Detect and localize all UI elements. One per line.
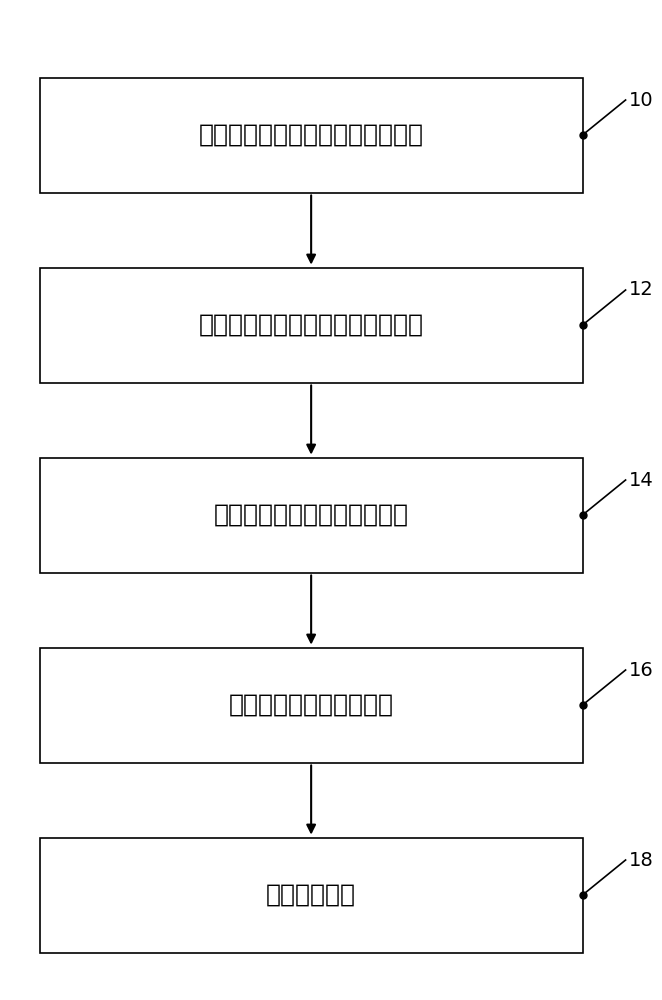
Text: 12: 12 (629, 280, 653, 299)
Bar (40, 458, 583, 572)
Text: 表征天线单元: 表征天线单元 (266, 883, 356, 907)
Text: 14: 14 (629, 471, 653, 489)
Text: 18: 18 (629, 850, 653, 869)
Text: 检测关于传输特性的信息: 检测关于传输特性的信息 (228, 693, 394, 717)
Text: 以第二运行模式运行第二天线单元: 以第二运行模式运行第二天线单元 (199, 313, 424, 337)
Bar (40, 648, 583, 762)
Text: 改变第一天线单元的辐射特性: 改变第一天线单元的辐射特性 (214, 503, 408, 527)
Text: 16: 16 (629, 661, 653, 680)
Text: 以第一运行模式运行第一天线单元: 以第一运行模式运行第一天线单元 (199, 123, 424, 147)
Bar (40, 267, 583, 382)
Bar (40, 838, 583, 952)
Bar (40, 78, 583, 192)
Text: 10: 10 (629, 91, 653, 109)
